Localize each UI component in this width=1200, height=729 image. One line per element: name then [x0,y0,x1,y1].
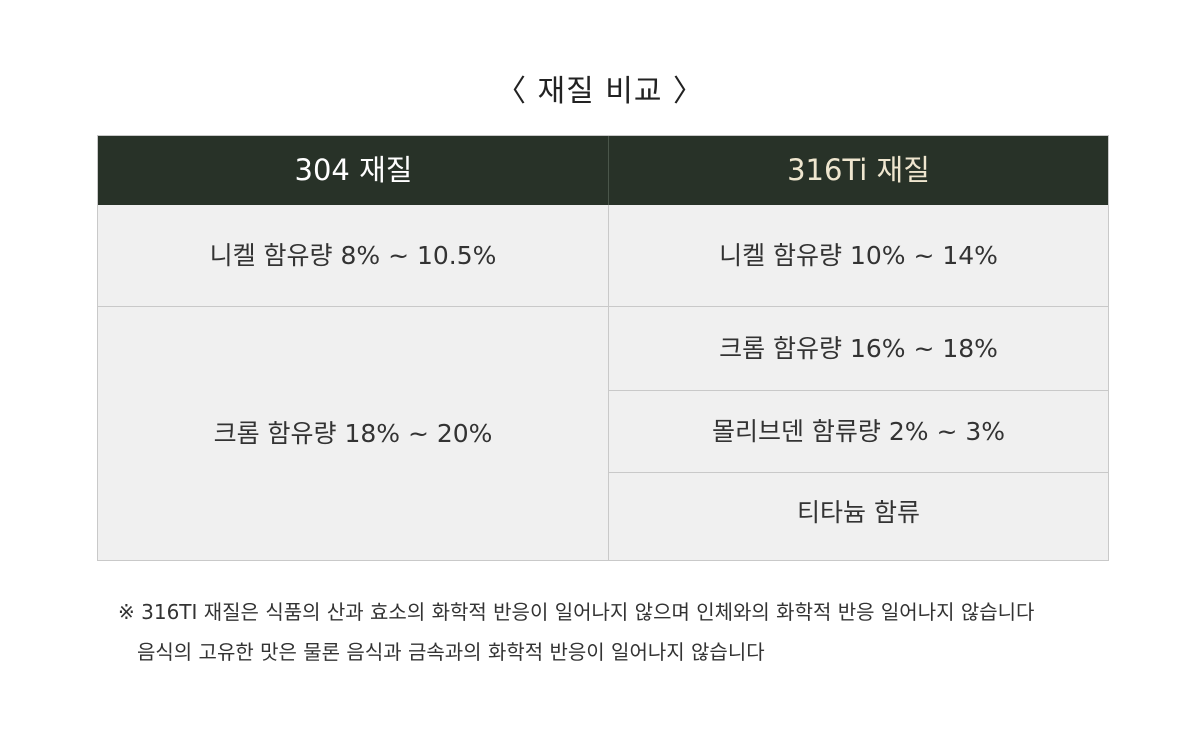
header-304: 304 재질 [294,153,413,187]
table-header: 304 재질 316Ti 재질 [98,136,1108,205]
cell-316ti-chrome: 크롬 함유량 16% ~ 18% [719,334,998,363]
row-divider [609,306,1108,307]
header-316ti: 316Ti 재질 [787,153,930,187]
note-line-2: 음식의 고유한 맛은 물론 음식과 금속과의 화학적 반응이 일어나지 않습니다 [137,640,765,664]
cell-316ti-molybdenum: 몰리브덴 함류량 2% ~ 3% [711,417,1006,446]
note-line-1: ※ 316TI 재질은 식품의 산과 효소의 화학적 반응이 일어나지 않으며 … [118,600,1035,624]
row-divider [98,306,608,307]
column-divider [608,205,609,560]
row-divider [609,390,1108,391]
cell-316ti-nickel: 니켈 함유량 10% ~ 14% [719,241,998,270]
header-divider [608,136,609,205]
page-title: 〈 재질 비교 〉 [495,74,704,109]
row-divider [609,472,1108,473]
cell-304-chrome: 크롬 함유량 18% ~ 20% [213,419,493,448]
comparison-table: 304 재질 316Ti 재질 니켈 함유량 8% ~ 10.5% 크롬 함유량… [97,135,1109,561]
cell-304-nickel: 니켈 함유량 8% ~ 10.5% [209,241,497,270]
cell-316ti-titanium: 티타늄 함류 [797,498,920,527]
